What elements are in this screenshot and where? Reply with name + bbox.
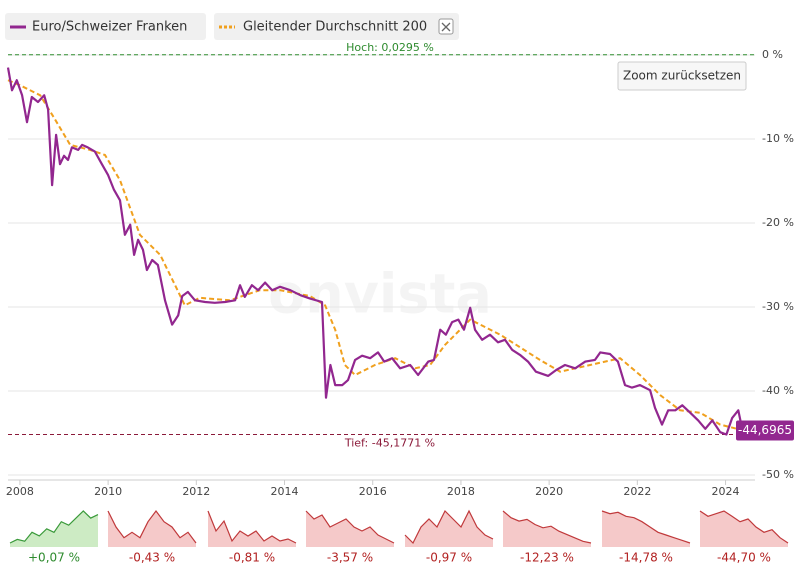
sparkline bbox=[699, 510, 789, 544]
last-value-label: -44,6965 bbox=[738, 423, 792, 437]
x-tick-label: 2022 bbox=[623, 485, 651, 498]
sparkline bbox=[601, 510, 691, 544]
sparkline-area bbox=[700, 511, 788, 547]
zoom-button[interactable] bbox=[617, 61, 747, 91]
sparkline-area bbox=[306, 511, 394, 547]
legend-item[interactable] bbox=[5, 13, 206, 40]
sparkline bbox=[107, 509, 197, 544]
last-value-marker bbox=[736, 420, 794, 441]
sparkline-change: +0,07 % bbox=[28, 551, 80, 565]
y-tick-label: -20 % bbox=[762, 216, 794, 229]
x-tick-label: 2010 bbox=[94, 485, 122, 498]
sparkline-area bbox=[602, 511, 690, 547]
sparkline-change: -44,70 % bbox=[717, 551, 771, 565]
y-tick-label: -10 % bbox=[762, 132, 794, 145]
x-tick-label: 2024 bbox=[712, 485, 740, 498]
sparkline-change: -0,43 % bbox=[129, 551, 175, 565]
y-tick-label: 0 % bbox=[762, 48, 783, 61]
legend-label: Gleitender Durchschnitt 200 bbox=[243, 20, 427, 35]
y-tick-label: -30 % bbox=[762, 300, 794, 313]
legend-label: Euro/Schweizer Franken bbox=[32, 20, 187, 35]
sparkline-area bbox=[405, 511, 493, 547]
sparkline bbox=[305, 510, 395, 544]
x-tick-label: 2008 bbox=[6, 485, 34, 498]
sparkline-change: -12,23 % bbox=[520, 551, 574, 565]
sparkline-change: -0,97 % bbox=[426, 551, 472, 565]
sparkline bbox=[502, 510, 592, 544]
series-line bbox=[6, 67, 753, 436]
y-tick-label: -50 % bbox=[762, 468, 794, 481]
low-label: Tief: -45,1771 % bbox=[344, 436, 435, 449]
x-tick-label: 2016 bbox=[359, 485, 387, 498]
sparkline-change: -0,81 % bbox=[229, 551, 275, 565]
sparkline bbox=[207, 510, 297, 544]
sparkline-change: -14,78 % bbox=[619, 551, 673, 565]
watermark: onvista bbox=[268, 263, 492, 326]
legend-item[interactable] bbox=[214, 13, 459, 40]
sparkline bbox=[404, 509, 494, 545]
sparkline-change: -3,57 % bbox=[327, 551, 373, 565]
x-tick-label: 2014 bbox=[271, 485, 299, 498]
zoom-button-label: Zoom zurücksetzen bbox=[623, 69, 741, 83]
x-tick-label: 2018 bbox=[447, 485, 475, 498]
sparkline bbox=[9, 510, 99, 544]
sparkline-area bbox=[503, 511, 591, 547]
y-tick-label: -40 % bbox=[762, 384, 794, 397]
remove-indicator[interactable] bbox=[438, 18, 454, 35]
x-tick-label: 2012 bbox=[182, 485, 210, 498]
sparkline-area bbox=[208, 511, 296, 547]
x-tick-label: 2020 bbox=[535, 485, 563, 498]
sparkline-area bbox=[10, 511, 98, 547]
sparkline-area bbox=[108, 511, 196, 547]
high-label: Hoch: 0,0295 % bbox=[346, 41, 434, 54]
series-line bbox=[7, 79, 753, 431]
